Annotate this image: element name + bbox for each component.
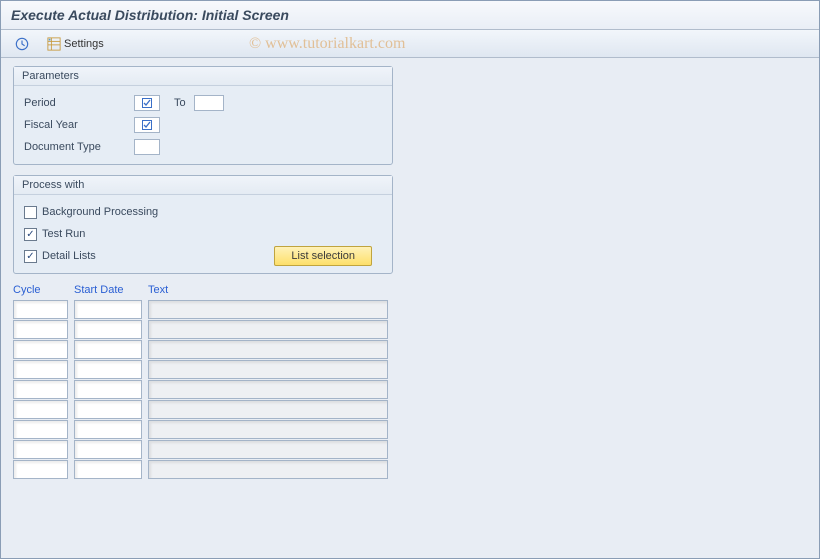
- startdate-cell[interactable]: [74, 400, 142, 419]
- cycle-cell[interactable]: [13, 380, 68, 399]
- settings-button[interactable]: Settings: [41, 34, 110, 54]
- startdate-cell[interactable]: [74, 360, 142, 379]
- col-header-startdate: Start Date: [74, 284, 142, 296]
- detail-lists-label: Detail Lists: [42, 250, 274, 262]
- parameters-group: Parameters Period To Fiscal Year Documen…: [13, 66, 393, 165]
- table-row: [13, 460, 807, 479]
- document-type-input[interactable]: [134, 139, 160, 155]
- text-cell[interactable]: [148, 400, 388, 419]
- text-cell[interactable]: [148, 300, 388, 319]
- col-header-cycle: Cycle: [13, 284, 68, 296]
- table-row: [13, 400, 807, 419]
- cycle-cell[interactable]: [13, 320, 68, 339]
- text-cell[interactable]: [148, 420, 388, 439]
- cycle-cell[interactable]: [13, 420, 68, 439]
- period-to-input[interactable]: [194, 95, 224, 111]
- text-cell[interactable]: [148, 320, 388, 339]
- startdate-cell[interactable]: [74, 380, 142, 399]
- cycle-cell[interactable]: [13, 300, 68, 319]
- text-cell[interactable]: [148, 380, 388, 399]
- cycle-cell[interactable]: [13, 360, 68, 379]
- text-cell[interactable]: [148, 440, 388, 459]
- document-type-label: Document Type: [24, 141, 134, 153]
- table-row: [13, 300, 807, 319]
- testrun-checkbox[interactable]: ✓: [24, 228, 37, 241]
- table-row: [13, 360, 807, 379]
- process-with-title: Process with: [14, 176, 392, 195]
- process-with-group: Process with Background Processing ✓ Tes…: [13, 175, 393, 274]
- text-cell[interactable]: [148, 460, 388, 479]
- settings-label: Settings: [64, 38, 104, 50]
- parameters-title: Parameters: [14, 67, 392, 86]
- required-check-icon: [142, 98, 152, 108]
- text-cell[interactable]: [148, 360, 388, 379]
- required-check-icon: [142, 120, 152, 130]
- settings-grid-icon: [47, 37, 61, 51]
- period-from-input[interactable]: [134, 95, 160, 111]
- detail-lists-checkbox[interactable]: ✓: [24, 250, 37, 263]
- startdate-cell[interactable]: [74, 420, 142, 439]
- cycle-cell[interactable]: [13, 460, 68, 479]
- fiscal-year-label: Fiscal Year: [24, 119, 134, 131]
- table-row: [13, 420, 807, 439]
- execute-button[interactable]: [9, 34, 35, 54]
- table-row: [13, 440, 807, 459]
- startdate-cell[interactable]: [74, 320, 142, 339]
- toolbar: Settings: [1, 30, 819, 58]
- startdate-cell[interactable]: [74, 340, 142, 359]
- period-label: Period: [24, 97, 134, 109]
- to-label: To: [174, 97, 186, 109]
- testrun-label: Test Run: [42, 228, 382, 240]
- content-area: Parameters Period To Fiscal Year Documen…: [1, 58, 819, 488]
- fiscal-year-input[interactable]: [134, 117, 160, 133]
- window-title: Execute Actual Distribution: Initial Scr…: [1, 1, 819, 30]
- clock-execute-icon: [15, 37, 29, 51]
- table-row: [13, 320, 807, 339]
- cycle-cell[interactable]: [13, 440, 68, 459]
- cycle-cell[interactable]: [13, 340, 68, 359]
- background-checkbox[interactable]: [24, 206, 37, 219]
- startdate-cell[interactable]: [74, 300, 142, 319]
- table-row: [13, 380, 807, 399]
- startdate-cell[interactable]: [74, 440, 142, 459]
- text-cell[interactable]: [148, 340, 388, 359]
- startdate-cell[interactable]: [74, 460, 142, 479]
- table-row: [13, 340, 807, 359]
- col-header-text: Text: [148, 284, 238, 296]
- background-label: Background Processing: [42, 206, 382, 218]
- cycle-grid: Cycle Start Date Text: [13, 284, 807, 479]
- cycle-cell[interactable]: [13, 400, 68, 419]
- list-selection-button[interactable]: List selection: [274, 246, 372, 266]
